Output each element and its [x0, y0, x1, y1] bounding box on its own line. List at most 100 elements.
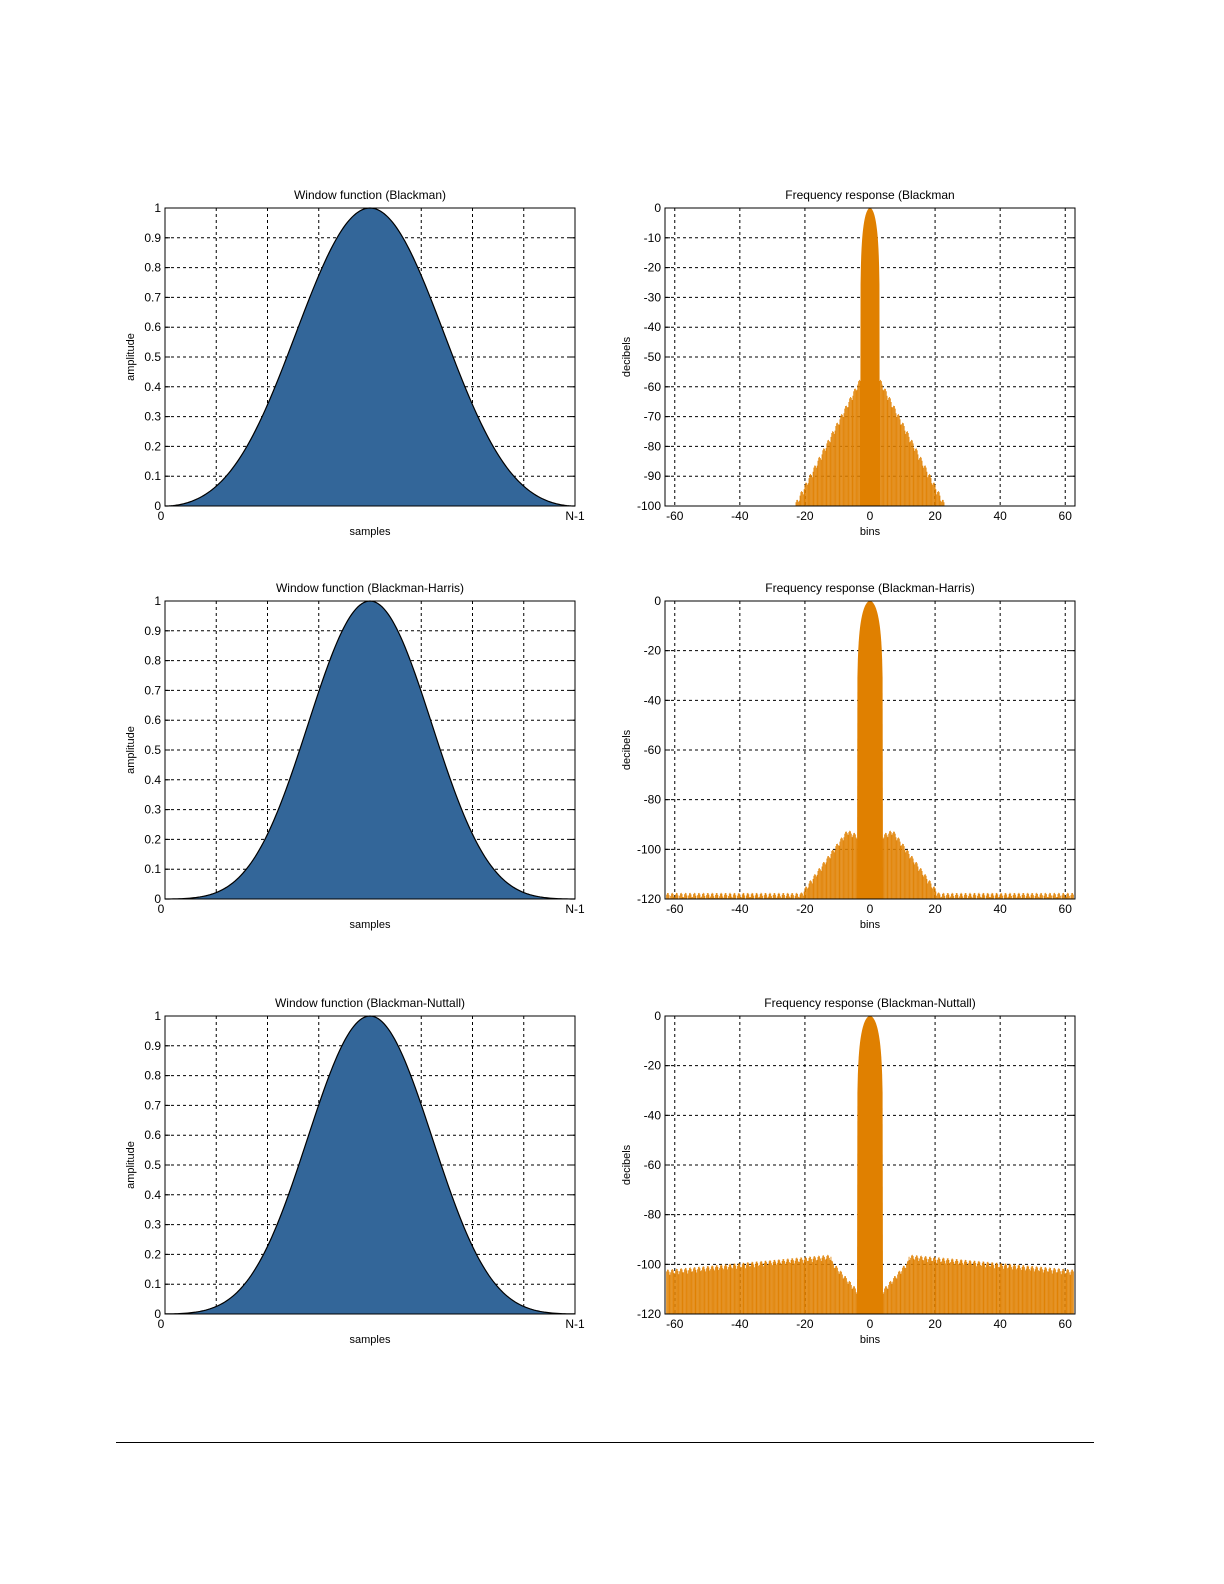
y-axis-label: decibels — [621, 1144, 633, 1185]
x-tick-label: 60 — [1059, 902, 1073, 916]
y-tick-label: 0.5 — [144, 350, 161, 364]
y-tick-label: 0 — [154, 499, 161, 513]
chart-frequency-blackman: Frequency response (Blackman 0 -10 -20 -30 -4… — [610, 182, 1100, 557]
y-tick-label: 0.2 — [144, 439, 161, 453]
y-tick-label: 0.3 — [144, 1218, 161, 1232]
footer-rule — [116, 1442, 1094, 1443]
y-tick-label: -60 — [644, 1158, 662, 1172]
x-tick-label: -20 — [796, 902, 814, 916]
x-tick-label: 60 — [1059, 1317, 1073, 1331]
y-tick-label: -120 — [637, 1307, 661, 1321]
x-tick-label: N-1 — [565, 902, 585, 916]
y-axis-label: decibels — [621, 336, 633, 377]
y-tick-label: 0.7 — [144, 290, 161, 304]
x-axis-label: bins — [860, 919, 881, 931]
plot-frame — [164, 600, 576, 900]
y-tick-label: 1 — [154, 201, 161, 215]
y-tick-label: 0.4 — [144, 1188, 161, 1202]
plot-frame — [164, 207, 576, 507]
y-tick-label: -10 — [644, 231, 662, 245]
y-tick-label: -100 — [637, 1257, 661, 1271]
y-tick-label: 0.8 — [144, 261, 161, 275]
y-tick-label: 0.5 — [144, 743, 161, 757]
x-axis-label: bins — [860, 526, 881, 538]
y-tick-label: 0.1 — [144, 469, 161, 483]
x-tick-label: 40 — [993, 902, 1007, 916]
y-axis-label: decibels — [621, 729, 633, 770]
y-tick-label: -20 — [644, 1059, 662, 1073]
main-lobe — [856, 601, 884, 899]
x-tick-label: -20 — [796, 509, 814, 523]
y-tick-label: 1 — [154, 594, 161, 608]
y-tick-label: 0 — [654, 594, 661, 608]
y-tick-label: 0 — [154, 1307, 161, 1321]
spectrum-bars — [795, 208, 945, 506]
x-tick-label: 0 — [158, 902, 165, 916]
x-tick-label: 0 — [158, 509, 165, 523]
y-tick-label: 0.3 — [144, 803, 161, 817]
y-tick-label: 0.8 — [144, 1069, 161, 1083]
plot-frame — [164, 1015, 576, 1315]
window-area — [165, 1016, 575, 1314]
y-tick-label: 0.5 — [144, 1158, 161, 1172]
x-tick-label: 60 — [1059, 509, 1073, 523]
x-tick-label: 0 — [867, 902, 874, 916]
spectrum-bars — [666, 601, 1074, 899]
y-tick-label: 0.9 — [144, 231, 161, 245]
chart-window-blackman: Window function (Blackman) 0 0.1 0.2 0.3 0.4 0… — [110, 182, 600, 557]
y-tick-label: 0.7 — [144, 683, 161, 697]
y-tick-label: -60 — [644, 380, 662, 394]
y-tick-label: 0.6 — [144, 1128, 161, 1142]
y-tick-label: -100 — [637, 499, 661, 513]
x-tick-label: 20 — [928, 509, 942, 523]
y-tick-label: 0.2 — [144, 1247, 161, 1261]
y-tick-label: -50 — [644, 350, 662, 364]
x-tick-label: -60 — [666, 1317, 684, 1331]
y-tick-label: 0 — [654, 1009, 661, 1023]
chart-title: Window function (Blackman-Nuttall) — [275, 996, 465, 1010]
x-tick-label: N-1 — [565, 509, 585, 523]
main-lobe — [856, 1016, 884, 1314]
y-tick-label: -30 — [644, 290, 662, 304]
x-tick-label: 20 — [928, 1317, 942, 1331]
x-tick-label: 40 — [993, 1317, 1007, 1331]
chart-title: Frequency response (Blackman — [785, 188, 954, 202]
chart-window-blackman-harris: Window function (Blackman-Harris) 0 0.1 0.2… — [110, 575, 600, 950]
y-tick-label: -20 — [644, 261, 662, 275]
y-axis-label: amplitude — [125, 726, 137, 774]
y-tick-label: 0.4 — [144, 773, 161, 787]
y-tick-label: 0.9 — [144, 624, 161, 638]
chart-frequency-blackman-nuttall: Frequency response (Blackman-Nuttall) 0 -2… — [610, 990, 1100, 1365]
x-tick-label: -40 — [731, 902, 749, 916]
window-area — [165, 601, 575, 899]
x-axis-label: samples — [350, 526, 391, 538]
y-tick-label: -60 — [644, 743, 662, 757]
x-tick-label: 0 — [867, 509, 874, 523]
y-tick-label: 0.3 — [144, 410, 161, 424]
chart-title: Window function (Blackman) — [294, 188, 446, 202]
y-tick-label: -20 — [644, 644, 662, 658]
y-tick-label: -120 — [637, 892, 661, 906]
plot-frame — [664, 1015, 1076, 1315]
x-tick-label: N-1 — [565, 1317, 585, 1331]
x-tick-label: -60 — [666, 509, 684, 523]
x-tick-label: -40 — [731, 1317, 749, 1331]
x-tick-label: 0 — [158, 1317, 165, 1331]
plot-frame — [664, 207, 1076, 507]
y-tick-label: 0.6 — [144, 320, 161, 334]
y-tick-label: -80 — [644, 793, 662, 807]
y-tick-label: 0 — [154, 892, 161, 906]
y-tick-label: 0.1 — [144, 1277, 161, 1291]
y-tick-label: -40 — [644, 320, 662, 334]
spectrum-bars — [666, 1016, 1074, 1314]
x-axis-label: samples — [350, 919, 391, 931]
chart-title: Window function (Blackman-Harris) — [276, 581, 464, 595]
y-tick-label: -70 — [644, 410, 662, 424]
x-tick-label: 40 — [993, 509, 1007, 523]
x-axis-label: bins — [860, 1334, 881, 1346]
x-tick-label: 0 — [867, 1317, 874, 1331]
y-tick-label: 0 — [654, 201, 661, 215]
y-tick-label: -40 — [644, 1108, 662, 1122]
y-tick-label: -40 — [644, 693, 662, 707]
y-tick-label: 0.6 — [144, 713, 161, 727]
